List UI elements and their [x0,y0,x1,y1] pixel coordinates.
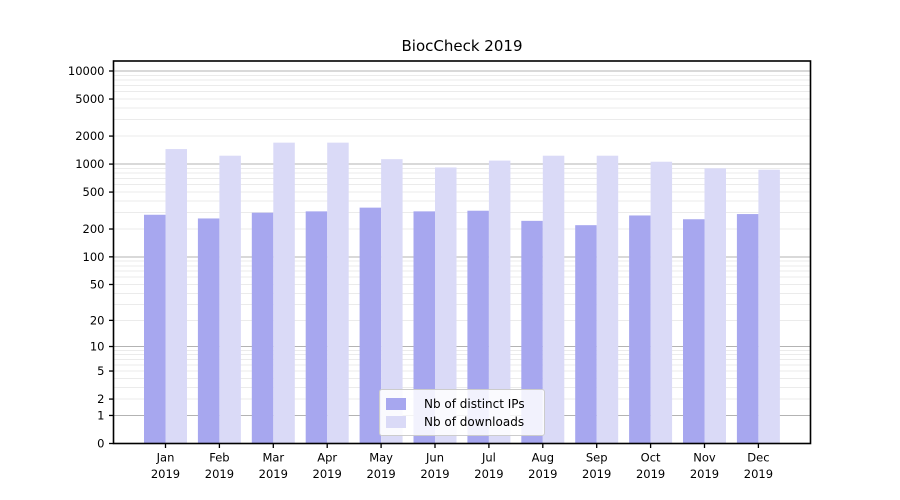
bar-distinct-ips-jul [467,210,489,444]
bar-downloads-jan [165,149,187,444]
y-tick-label: 100 [83,250,105,264]
chart-title: BiocCheck 2019 [401,37,523,55]
x-tick-label-feb: Feb 2019 [205,451,234,482]
x-tick-label-oct: Oct 2019 [636,451,665,482]
y-tick-label: 1 [97,408,104,422]
legend-item-distinct-ips: Nb of distinct IPs [386,395,536,412]
x-tick-label-may: May 2019 [366,451,395,482]
bar-distinct-ips-feb [197,218,220,444]
bar-distinct-ips-mar [251,212,274,444]
y-tick-label: 1000 [75,157,104,171]
y-tick-label: 50 [90,277,105,291]
legend: Nb of distinct IPs Nb of downloads [379,389,545,436]
x-tick-label-sep: Sep 2019 [582,451,611,482]
x-tick-label-jan: Jan 2019 [151,451,180,482]
y-tick-label: 10 [90,340,105,354]
y-tick-label: 5 [97,364,104,378]
x-tick-label-dec: Dec 2019 [744,451,773,482]
axes-spines [112,60,812,445]
y-tick-label: 5000 [75,92,104,106]
bar-downloads-jun [435,167,457,444]
x-tick-label-aug: Aug 2019 [528,451,557,482]
legend-label-distinct-ips: Nb of distinct IPs [424,396,525,411]
bar-downloads-jul [488,160,511,444]
bar-distinct-ips-apr [305,211,328,444]
x-tick-label-apr: Apr 2019 [313,451,342,482]
x-tick-label-jun: Jun 2019 [420,451,449,482]
bar-downloads-mar [273,142,295,444]
y-tick-label: 500 [83,185,105,199]
y-tick-label: 0 [97,437,104,451]
legend-item-downloads: Nb of downloads [386,413,536,430]
bar-downloads-sep [596,155,619,444]
bar-distinct-ips-oct [629,215,651,444]
bar-downloads-aug [542,155,565,444]
bar-distinct-ips-may [359,207,382,444]
bar-distinct-ips-sep [575,225,597,444]
legend-label-downloads: Nb of downloads [424,414,525,429]
bar-downloads-oct [650,161,673,444]
bar-distinct-ips-jan [144,214,166,444]
bar-downloads-may [381,159,403,444]
y-tick-label: 10000 [68,64,105,78]
y-tick-label: 2000 [75,129,104,143]
bar-distinct-ips-aug [521,220,543,444]
bar-downloads-dec [758,169,780,444]
bar-downloads-nov [704,168,726,444]
legend-swatch-downloads [386,415,406,428]
legend-swatch-distinct-ips [386,397,406,410]
y-tick-label: 20 [90,313,105,327]
y-tick-label: 200 [83,222,105,236]
bar-downloads-feb [219,155,241,444]
x-tick-label-nov: Nov 2019 [690,451,719,482]
bar-distinct-ips-nov [683,219,705,444]
y-tick-label: 2 [97,392,104,406]
bar-downloads-apr [327,142,349,444]
bar-distinct-ips-jun [413,211,435,444]
x-tick-label-mar: Mar 2019 [259,451,288,482]
bar-distinct-ips-dec [736,214,759,444]
x-tick-label-jul: Jul 2019 [474,451,503,482]
